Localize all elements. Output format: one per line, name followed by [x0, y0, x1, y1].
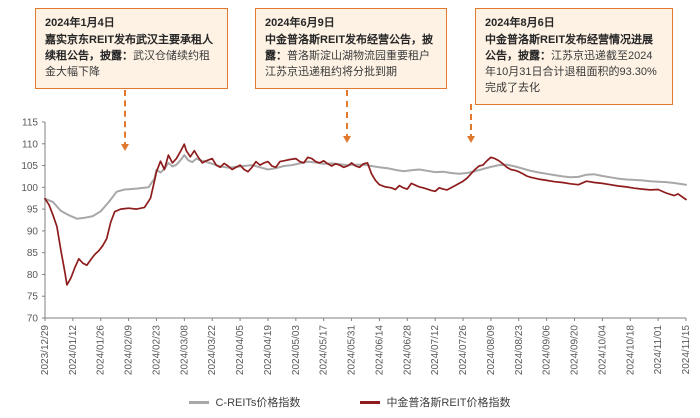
y-axis-tick-labels: 70 75 80 85 90 95 100 105 110 115: [21, 118, 45, 325]
annotation-normal-text: 武汉仓储续约租金大幅下降: [45, 49, 210, 78]
svg-text:2024/06/28: 2024/06/28: [402, 325, 413, 375]
svg-text:2024/04/19: 2024/04/19: [263, 325, 274, 375]
svg-text:110: 110: [22, 139, 38, 150]
svg-text:2024/01/12: 2024/01/12: [68, 325, 79, 375]
svg-text:90: 90: [27, 226, 39, 237]
series-line-1: [44, 143, 687, 286]
creits-line-swatch: [189, 400, 210, 404]
svg-text:2023/12/29: 2023/12/29: [40, 325, 51, 375]
svg-text:2024/10/18: 2024/10/18: [625, 325, 636, 375]
annotation-arrow-jun9: [343, 90, 351, 143]
axes: [44, 122, 686, 319]
svg-text:2024/03/08: 2024/03/08: [179, 325, 190, 375]
svg-text:105: 105: [21, 161, 38, 172]
svg-text:80: 80: [27, 270, 39, 281]
svg-text:2024/11/01: 2024/11/01: [653, 325, 664, 375]
legend-item-gds: 中金普洛斯REIT价格指数: [360, 394, 511, 410]
svg-text:2024/04/05: 2024/04/05: [235, 325, 246, 375]
annotation-box-jun9: 2024年6月9日 中金普洛斯REIT发布经营公告，披露：普洛斯淀山湖物流园重要…: [255, 8, 447, 89]
svg-text:2024/01/26: 2024/01/26: [96, 325, 107, 375]
chart-legend: C-REITs价格指数 中金普洛斯REIT价格指数: [0, 394, 700, 410]
annotation-box-aug6: 2024年8月6日 中金普洛斯REIT发布经营情况进展公告，披露：江苏京迅递截至…: [475, 8, 673, 105]
annotation-bold-text: 嘉实京东REIT发布武汉主要承租人续租公告，披露：: [45, 33, 214, 62]
svg-text:2024/05/17: 2024/05/17: [319, 325, 330, 375]
svg-text:2024/08/23: 2024/08/23: [514, 325, 525, 375]
annotation-normal-text: 普洛斯淀山湖物流园重要租户江苏京迅递租约将分批到期: [265, 49, 430, 78]
gds-line-swatch: [360, 400, 381, 404]
svg-text:2024/03/22: 2024/03/22: [207, 325, 218, 375]
svg-text:2024/05/03: 2024/05/03: [291, 325, 302, 375]
svg-text:70: 70: [27, 314, 39, 325]
annotation-bold-text: 中金普洛斯REIT发布经营情况进展公告，披露：: [485, 33, 654, 62]
legend-label-gds: 中金普洛斯REIT价格指数: [386, 397, 511, 409]
svg-text:75: 75: [27, 292, 39, 303]
x-axis-tick-labels: 2023/12/29 2024/01/12 2024/01/26 2024/02/09…: [40, 318, 692, 375]
annotation-normal-text: 江苏京迅递截至2024年10月31日合计退租面积的93.30%完成了去化: [485, 49, 657, 94]
series-line-0: [44, 154, 687, 220]
svg-text:100: 100: [21, 183, 38, 194]
svg-text:2024/07/26: 2024/07/26: [458, 325, 469, 375]
price-index-line-chart: 70 75 80 85 90 95 100 105 110 115 2023/12/29 2024/0…: [21, 118, 692, 376]
svg-text:2024/06/14: 2024/06/14: [374, 325, 385, 375]
svg-text:2024/02/09: 2024/02/09: [124, 325, 135, 375]
svg-text:2024/07/12: 2024/07/12: [430, 325, 441, 375]
annotation-date: 2024年6月9日: [265, 17, 335, 29]
svg-text:2024/08/09: 2024/08/09: [486, 325, 497, 375]
svg-text:85: 85: [27, 248, 39, 259]
annotation-arrow-aug6: [467, 104, 475, 143]
annotation-date: 2024年1月4日: [45, 17, 115, 29]
svg-text:2024/05/31: 2024/05/31: [347, 325, 358, 375]
svg-text:2024/09/20: 2024/09/20: [570, 325, 581, 375]
svg-text:2024/10/04: 2024/10/04: [597, 325, 608, 375]
annotation-bold-text: 中金普洛斯REIT发布经营公告，披露：: [265, 33, 434, 62]
svg-text:2024/09/06: 2024/09/06: [542, 325, 553, 375]
annotation-box-jan4: 2024年1月4日 嘉实京东REIT发布武汉主要承租人续租公告，披露：武汉仓储续…: [35, 8, 228, 89]
svg-text:115: 115: [22, 118, 38, 129]
svg-text:95: 95: [27, 205, 39, 216]
svg-text:2024/11/15: 2024/11/15: [681, 325, 692, 375]
annotation-date: 2024年8月6日: [485, 17, 555, 29]
svg-text:2024/02/23: 2024/02/23: [151, 325, 162, 375]
annotation-arrow-jan4: [121, 90, 129, 151]
legend-label-creits: C-REITs价格指数: [215, 397, 301, 409]
legend-item-creits: C-REITs价格指数: [189, 394, 300, 410]
